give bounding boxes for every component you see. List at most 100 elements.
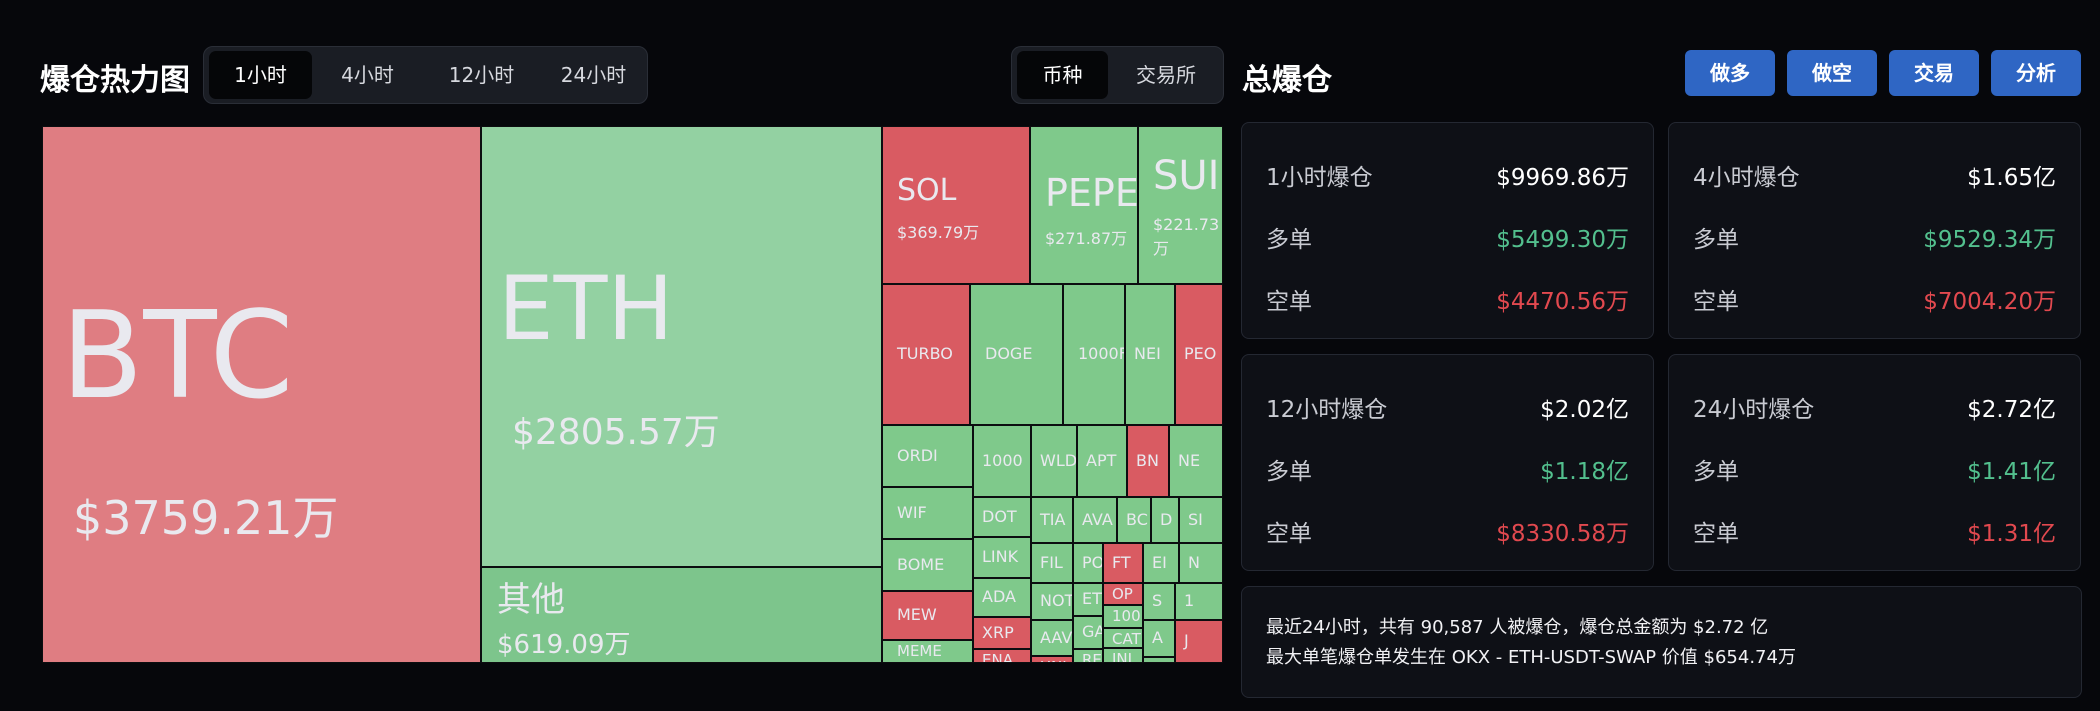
long-value: $1.41亿 <box>1967 459 2056 485</box>
tab-12h[interactable]: 12小时 <box>448 63 515 87</box>
tile-eth-value: $2805.57万 <box>512 412 720 453</box>
tile-ft[interactable]: FT <box>1103 543 1143 583</box>
tile-ada-name: ADA <box>982 587 1016 606</box>
tile-nei[interactable]: NEI <box>1125 284 1175 425</box>
tile-btc[interactable]: BTC $3759.21万 <box>42 126 481 663</box>
tile-d-name: D <box>1160 510 1173 529</box>
card-total: $9969.86万 <box>1496 165 1629 191</box>
tab-24h[interactable]: 24小时 <box>560 63 627 87</box>
tile-mew-name: MEW <box>897 605 937 624</box>
tile-turbo[interactable]: TURBO <box>882 284 970 425</box>
summary-card-1h: 1小时爆仓 $9969.86万 多单 $5499.30万 空单 $4470.56万 <box>1241 122 1654 339</box>
tile-d[interactable]: D <box>1151 497 1179 543</box>
tile-aav[interactable]: AAV <box>1031 620 1073 656</box>
analysis-button[interactable]: 分析 <box>1991 50 2081 96</box>
long-label: 多单 <box>1693 459 1739 485</box>
tile-sei-name: SEI <box>1152 659 1174 662</box>
tile-re[interactable]: RE <box>1073 649 1103 663</box>
tile-si[interactable]: SI <box>1179 497 1223 543</box>
tile-bn-name: BN <box>1136 451 1159 470</box>
tile-meme[interactable]: MEME <box>882 640 973 663</box>
card-total: $1.65亿 <box>1967 165 2056 191</box>
tile-si-name: SI <box>1188 510 1203 529</box>
tile-wif[interactable]: WIF <box>882 487 973 539</box>
total-liquidation-title: 总爆仓 <box>1242 63 1332 98</box>
tile-1-name: 1 <box>1184 591 1195 610</box>
tile-bn[interactable]: BN <box>1127 425 1169 497</box>
tile-inj[interactable]: INJ <box>1103 648 1143 663</box>
liquidation-treemap: BTC $3759.21万 ETH $2805.57万 其他 $619.09万 … <box>42 126 1223 663</box>
tile-other[interactable]: 其他 $619.09万 <box>481 567 882 663</box>
tile-s-name: S <box>1152 591 1163 610</box>
tile-apt[interactable]: APT <box>1077 425 1127 497</box>
tile-uni[interactable]: UNI <box>1031 656 1073 663</box>
tile-xrp[interactable]: XRP <box>973 617 1031 649</box>
tile-et[interactable]: ET <box>1073 583 1103 616</box>
tab-exchange[interactable]: 交易所 <box>1136 63 1196 87</box>
tile-100[interactable]: 100 <box>1103 605 1143 628</box>
tile-doge-name: DOGE <box>985 344 1033 363</box>
tile-re-name: RE <box>1082 651 1102 663</box>
tile-sui[interactable]: SUI $221.73万 <box>1138 126 1223 284</box>
tile-pepe-value: $271.87万 <box>1045 229 1128 248</box>
long-value: $5499.30万 <box>1496 227 1629 253</box>
tile-ga[interactable]: GA <box>1073 616 1103 649</box>
tile-1[interactable]: 1 <box>1175 583 1223 620</box>
tile-ordi[interactable]: ORDI <box>882 425 973 487</box>
info-line-1: 最近24小时，共有 90,587 人被爆仓，爆仓总金额为 $2.72 亿 <box>1266 617 1769 638</box>
tile-1000[interactable]: 1000 <box>973 425 1031 497</box>
tile-bc[interactable]: BC <box>1117 497 1151 543</box>
long-button[interactable]: 做多 <box>1685 50 1775 96</box>
tile-ava[interactable]: AVA <box>1073 497 1117 543</box>
tile-s[interactable]: S <box>1143 583 1175 620</box>
view-mode-tabs: 币种 交易所 <box>1011 46 1224 104</box>
tile-sol[interactable]: SOL $369.79万 <box>882 126 1030 284</box>
tile-ada[interactable]: ADA <box>973 578 1031 617</box>
card-title: 4小时爆仓 <box>1693 165 1800 191</box>
tile-dot-name: DOT <box>982 507 1017 526</box>
tile-bome[interactable]: BOME <box>882 539 973 591</box>
card-title: 1小时爆仓 <box>1266 165 1373 191</box>
summary-card-24h: 24小时爆仓 $2.72亿 多单 $1.41亿 空单 $1.31亿 <box>1668 354 2081 571</box>
tile-cat[interactable]: CAT <box>1103 628 1143 648</box>
tile-po[interactable]: PO <box>1073 543 1103 583</box>
tab-coin[interactable]: 币种 <box>1017 51 1108 99</box>
tile-not[interactable]: NOT <box>1031 583 1073 620</box>
tile-1000f-name: 1000F <box>1078 344 1125 363</box>
card-total: $2.02亿 <box>1540 397 1629 423</box>
tile-eth-name: ETH <box>498 257 674 360</box>
tile-eth[interactable]: ETH $2805.57万 <box>481 126 882 567</box>
tab-4h[interactable]: 4小时 <box>341 63 394 87</box>
tile-ava-name: AVA <box>1082 510 1113 529</box>
tile-doge[interactable]: DOGE <box>970 284 1063 425</box>
tile-other-value: $619.09万 <box>497 630 631 660</box>
tile-fil-name: FIL <box>1040 553 1063 572</box>
trade-button[interactable]: 交易 <box>1889 50 1979 96</box>
tile-bome-name: BOME <box>897 555 945 574</box>
tile-n[interactable]: N <box>1179 543 1223 583</box>
tile-link[interactable]: LINK <box>973 537 1031 578</box>
tile-sei[interactable]: SEI <box>1143 657 1175 663</box>
tile-ne-name: NE <box>1178 451 1201 470</box>
short-button[interactable]: 做空 <box>1787 50 1877 96</box>
tile-et-name: ET <box>1082 589 1102 608</box>
tile-wld[interactable]: WLD <box>1031 425 1077 497</box>
tile-xrp-name: XRP <box>982 623 1014 642</box>
tile-fil[interactable]: FIL <box>1031 543 1073 583</box>
tile-peo[interactable]: PEO <box>1175 284 1223 425</box>
tile-tia[interactable]: TIA <box>1031 497 1073 543</box>
tile-inj-name: INJ <box>1112 650 1133 663</box>
tile-ei[interactable]: EI <box>1143 543 1179 583</box>
tile-ena[interactable]: ENA <box>973 649 1031 663</box>
tile-dot[interactable]: DOT <box>973 497 1031 537</box>
tile-op[interactable]: OP <box>1103 583 1143 605</box>
tile-j[interactable]: J <box>1175 620 1223 663</box>
tile-sol-value: $369.79万 <box>897 223 980 242</box>
long-label: 多单 <box>1266 459 1312 485</box>
tile-mew[interactable]: MEW <box>882 591 973 640</box>
tab-1h[interactable]: 1小时 <box>209 51 312 99</box>
tile-pepe[interactable]: PEPE $271.87万 <box>1030 126 1138 284</box>
tile-ne[interactable]: NE <box>1169 425 1223 497</box>
tile-1000f[interactable]: 1000F <box>1063 284 1125 425</box>
tile-a[interactable]: A <box>1143 620 1175 657</box>
